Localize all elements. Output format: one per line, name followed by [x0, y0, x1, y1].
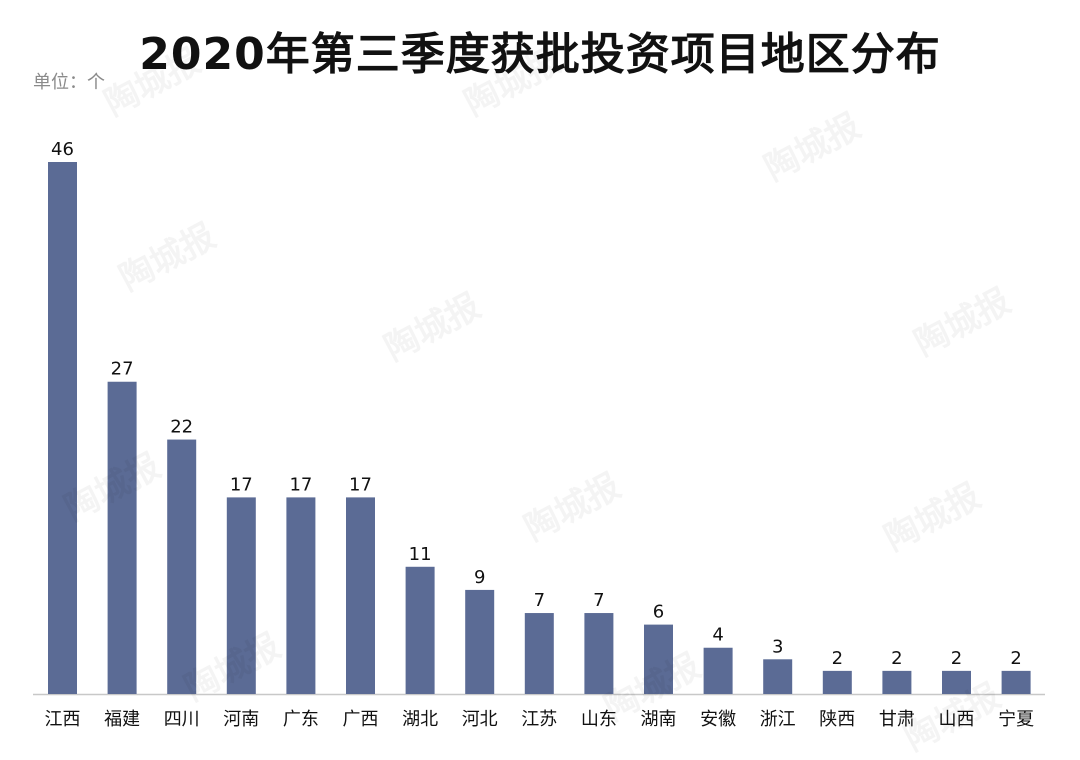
data-label: 27 [111, 359, 134, 380]
x-tick-label: 河南 [223, 709, 259, 730]
x-tick-label: 浙江 [760, 709, 796, 730]
bar [405, 566, 435, 694]
chart-title: 2020年第三季度获批投资项目地区分布 [139, 29, 941, 80]
x-tick-label: 陕西 [819, 709, 855, 730]
bar [167, 439, 197, 694]
x-tick-label: 江苏 [521, 709, 557, 730]
x-tick-label: 甘肃 [879, 709, 915, 730]
bar [703, 647, 733, 694]
x-tick-label: 山西 [939, 709, 975, 730]
data-label: 17 [289, 474, 312, 495]
bar [226, 497, 256, 694]
data-label: 17 [349, 474, 372, 495]
data-label: 22 [170, 417, 193, 438]
bar [584, 613, 614, 694]
x-tick-label: 宁夏 [998, 709, 1034, 730]
data-label: 7 [593, 590, 604, 611]
data-label: 2 [951, 648, 962, 669]
x-tick-label: 湖南 [641, 709, 677, 730]
x-tick-label: 福建 [104, 709, 140, 730]
x-tick-label: 江西 [45, 709, 81, 730]
bar [1001, 670, 1031, 694]
x-tick-label: 广东 [283, 709, 319, 730]
x-tick-label: 湖北 [402, 709, 438, 730]
bar [286, 497, 316, 694]
data-label: 4 [712, 625, 723, 646]
bar [48, 162, 77, 694]
bar [942, 670, 971, 694]
data-label: 46 [51, 139, 74, 160]
x-tick-label: 广西 [343, 709, 379, 730]
bar [107, 381, 137, 694]
bar [465, 589, 495, 694]
data-label: 2 [891, 648, 902, 669]
x-tick-label: 山东 [581, 709, 617, 730]
unit-label: 单位：个 [33, 72, 105, 93]
x-tick-label: 安徽 [700, 709, 736, 730]
bar [644, 624, 673, 694]
x-tick-label: 河北 [462, 709, 498, 730]
data-label: 2 [832, 648, 843, 669]
bar [882, 670, 912, 694]
data-label: 9 [474, 567, 485, 588]
bar [524, 613, 554, 694]
bar [763, 659, 793, 694]
data-label: 3 [772, 636, 783, 657]
data-label: 6 [653, 602, 664, 623]
data-label: 11 [409, 544, 432, 565]
data-label: 17 [230, 474, 253, 495]
bar [346, 497, 375, 694]
bar [822, 670, 852, 694]
data-label: 2 [1010, 648, 1021, 669]
data-label: 7 [534, 590, 545, 611]
x-tick-label: 四川 [164, 709, 200, 730]
